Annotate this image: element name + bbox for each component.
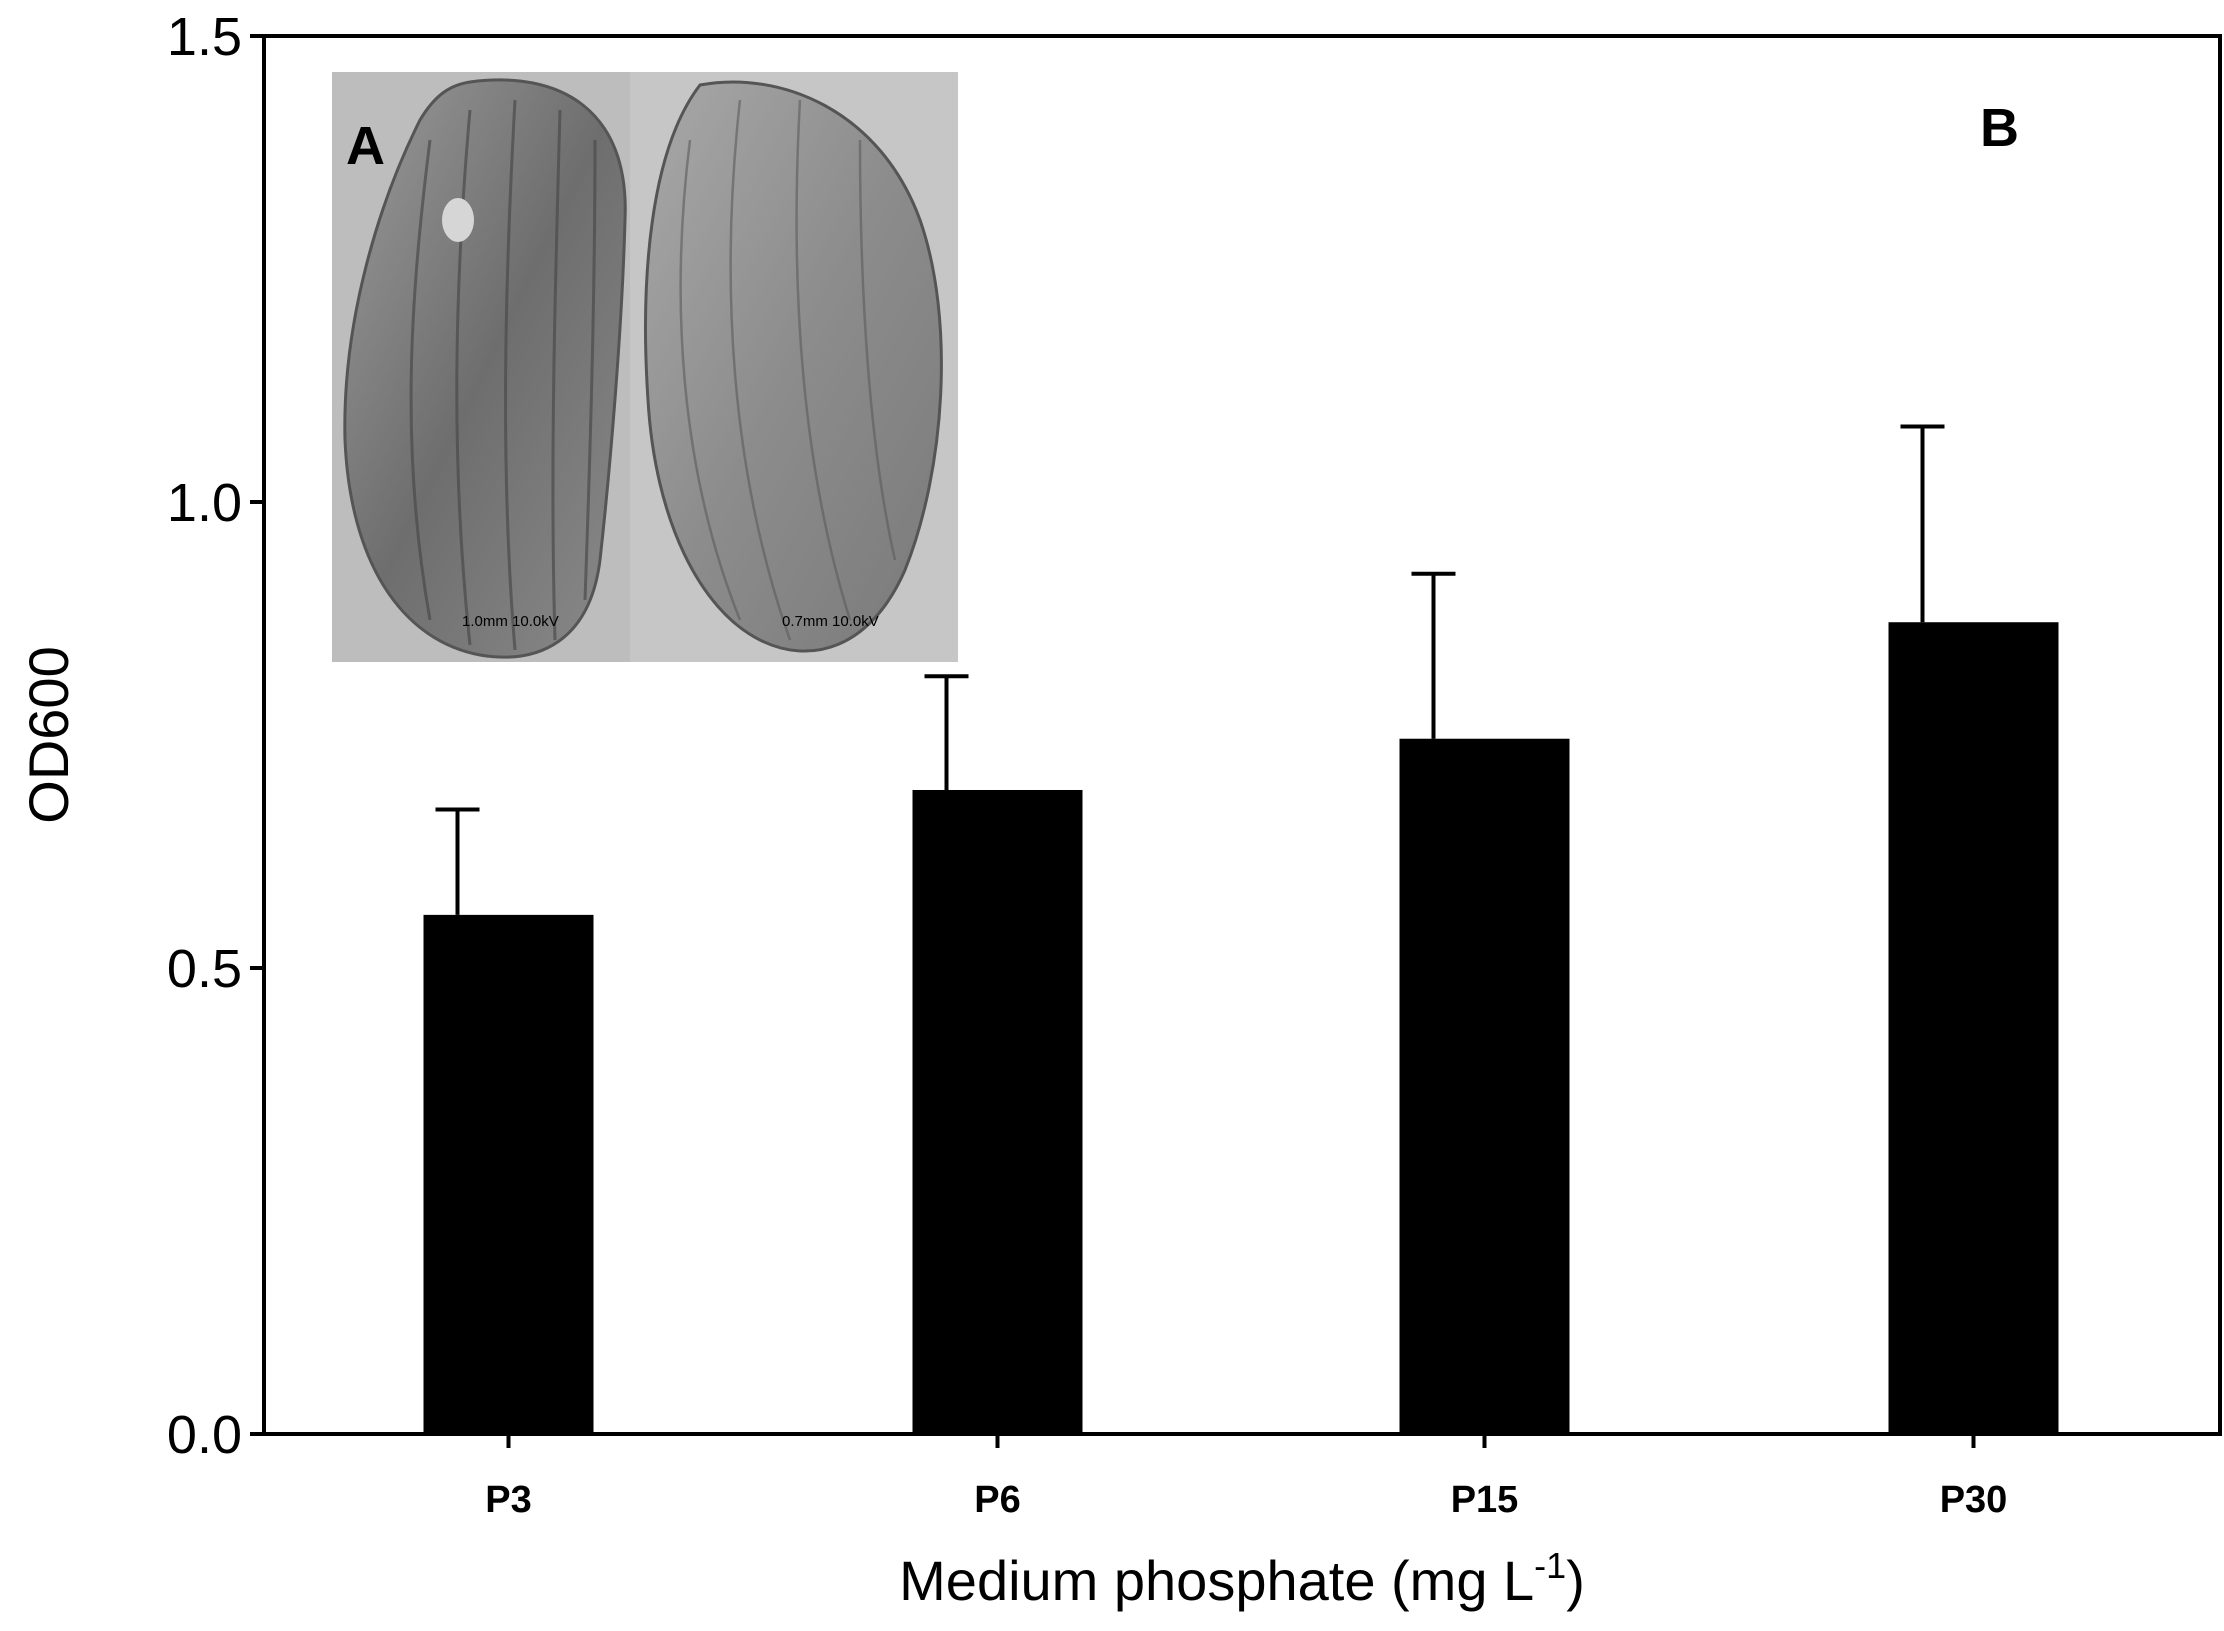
- y-axis-ticks: 0.0 0.5 1.0 1.5: [167, 7, 264, 1465]
- x-axis-ticks: P3 P6 P15 P30: [485, 1434, 2007, 1521]
- seed-right-ridges: [679, 99, 897, 641]
- x-axis-title-main: Medium phosphate (mg L: [899, 1549, 1534, 1612]
- inset-scale-right: 0.7mm 10.0kV: [782, 613, 879, 630]
- bar-p6: [912, 789, 1083, 1434]
- inset-scale-left: 1.0mm 10.0kV: [462, 613, 559, 630]
- bar-p3: [423, 914, 594, 1434]
- x-tick-label: P15: [1451, 1479, 1519, 1521]
- plot-frame: [262, 34, 2222, 1436]
- x-axis-title: Medium phosphate (mg L-1): [899, 1545, 1585, 1612]
- panel-label-a: A: [346, 116, 385, 176]
- x-tick-label: P3: [485, 1479, 531, 1521]
- x-tick-label: P30: [1940, 1479, 2008, 1521]
- inset-micrograph: 1.0mm 10.0kV 0.7mm 10.0kV: [332, 72, 958, 662]
- y-tick-label: 1.5: [167, 7, 242, 67]
- x-tick-label: P6: [974, 1479, 1020, 1521]
- y-tick-label: 1.0: [167, 473, 242, 533]
- y-tick-label: 0.0: [167, 1405, 242, 1465]
- bar-series: [423, 424, 2059, 1434]
- seed-left-spot: [442, 198, 474, 242]
- panel-label-b: B: [1980, 98, 2019, 158]
- seed-right-image: [644, 80, 943, 653]
- x-axis-title-suffix: ): [1566, 1549, 1585, 1612]
- bar-p15: [1399, 738, 1570, 1434]
- bar-p30: [1888, 622, 2059, 1434]
- x-axis-title-superscript: -1: [1534, 1545, 1566, 1586]
- y-tick-label: 0.5: [167, 939, 242, 999]
- y-axis-title: OD600: [17, 646, 80, 823]
- seed-left-ridges: [409, 99, 597, 651]
